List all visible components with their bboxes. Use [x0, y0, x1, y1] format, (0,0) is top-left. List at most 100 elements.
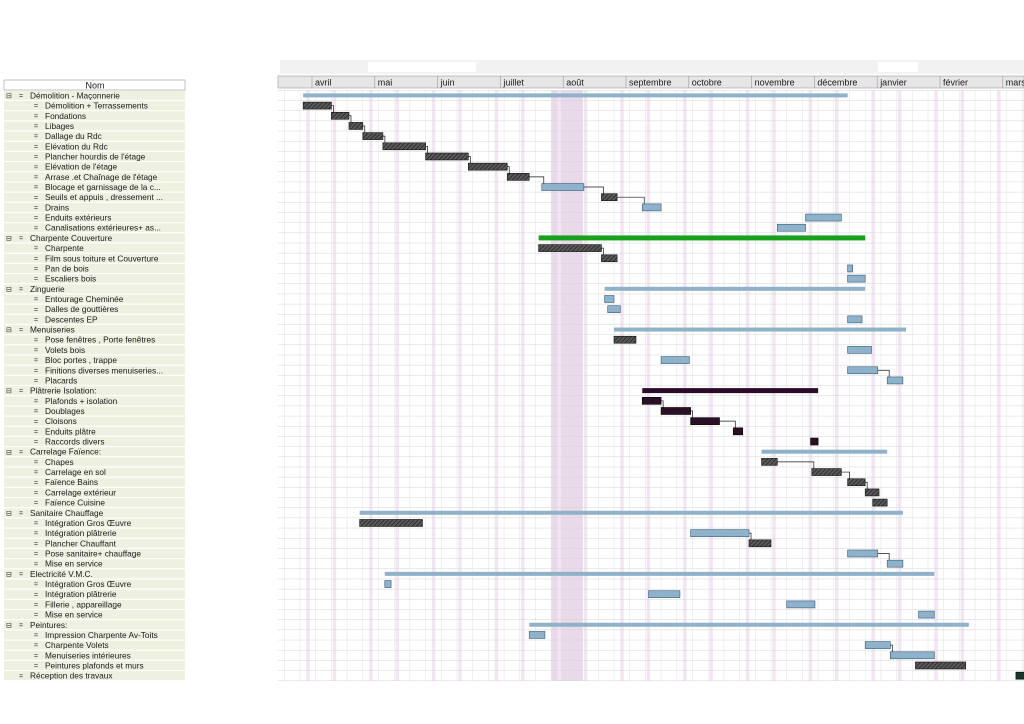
- task-bar[interactable]: [805, 213, 842, 222]
- task-row[interactable]: = Fondations: [4, 111, 185, 121]
- task-row[interactable]: = Plafonds + isolation: [4, 396, 185, 406]
- task-row[interactable]: = Intégration plâtrerie: [4, 528, 185, 538]
- task-row[interactable]: = Volets bois: [4, 345, 185, 355]
- task-row[interactable]: = Intégration Gros Œuvre: [4, 579, 185, 589]
- task-bar[interactable]: [847, 274, 866, 283]
- task-name-column-header[interactable]: [3, 79, 186, 91]
- task-bar[interactable]: [786, 600, 816, 609]
- task-bar[interactable]: [641, 396, 662, 405]
- task-row[interactable]: = Doublages: [4, 406, 185, 416]
- task-row[interactable]: = Mise en service: [4, 610, 185, 620]
- task-bar[interactable]: [847, 264, 853, 273]
- task-row[interactable]: = Charpente: [4, 243, 185, 253]
- task-row[interactable]: = Charpente Volets: [4, 640, 185, 650]
- task-bar[interactable]: [359, 519, 423, 527]
- summary-bar[interactable]: [614, 327, 907, 332]
- task-bar[interactable]: [302, 101, 332, 110]
- summary-bar[interactable]: [538, 235, 866, 241]
- task-bar[interactable]: [1015, 671, 1024, 680]
- task-row[interactable]: = Bloc portes , trappe: [4, 355, 185, 365]
- task-bar[interactable]: [604, 295, 615, 303]
- task-row[interactable]: = Placards: [4, 375, 185, 385]
- task-row[interactable]: = Descentes EP: [4, 314, 185, 324]
- task-row[interactable]: = Faïence Cuisine: [4, 498, 185, 508]
- collapse-toggle-icon[interactable]: ⊟: [6, 93, 12, 100]
- task-row[interactable]: = Enduits plâtre: [4, 426, 185, 436]
- task-row[interactable]: = Réception des travaux: [4, 671, 185, 681]
- task-bar[interactable]: [690, 417, 720, 425]
- task-row[interactable]: = Raccords divers: [4, 437, 185, 447]
- summary-bar[interactable]: [604, 286, 866, 291]
- task-bar[interactable]: [915, 661, 966, 670]
- task-bar[interactable]: [331, 111, 350, 120]
- summary-task-row[interactable]: ⊟ = Démolition - Maçonnerie: [4, 90, 185, 100]
- task-row[interactable]: = Canalisations extérieures+ as...: [4, 223, 185, 233]
- task-bar[interactable]: [761, 458, 778, 466]
- task-bar[interactable]: [613, 335, 637, 344]
- task-row[interactable]: = Pose sanitaire+ chauffage: [4, 549, 185, 559]
- task-row[interactable]: = Intégration Gros Œuvre: [4, 518, 185, 528]
- collapse-toggle-icon[interactable]: ⊟: [6, 286, 12, 293]
- collapse-toggle-icon[interactable]: ⊟: [6, 622, 12, 629]
- task-row[interactable]: = Arrase .et Chaînage de l'étage: [4, 172, 185, 182]
- task-bar[interactable]: [528, 631, 546, 639]
- summary-task-row[interactable]: ⊟ = Carrelage Faïence:: [4, 447, 185, 457]
- task-bar[interactable]: [601, 254, 618, 263]
- task-row[interactable]: = Carrelage en sol: [4, 467, 185, 477]
- task-row[interactable]: = Dallage du Rdc: [4, 131, 185, 141]
- task-row[interactable]: = Dalles de gouttières: [4, 304, 185, 314]
- collapse-toggle-icon[interactable]: ⊟: [6, 236, 12, 243]
- task-bar[interactable]: [886, 559, 904, 568]
- task-bar[interactable]: [384, 580, 392, 588]
- task-bar[interactable]: [348, 122, 364, 130]
- task-bar[interactable]: [660, 407, 691, 415]
- task-row[interactable]: = Carrelage extérieur: [4, 487, 185, 497]
- summary-task-row[interactable]: ⊟ = Sanitaire Chauffage: [4, 508, 185, 518]
- summary-task-row[interactable]: ⊟ = Charpente Couverture: [4, 233, 185, 243]
- task-row[interactable]: = Plancher Chauffant: [4, 538, 185, 548]
- task-bar[interactable]: [886, 376, 904, 385]
- task-row[interactable]: = Enduits extérieurs: [4, 213, 185, 223]
- task-bar[interactable]: [890, 651, 935, 660]
- task-row[interactable]: = Impression Charpente Av-Toits: [4, 630, 185, 640]
- task-bar[interactable]: [468, 162, 508, 171]
- task-row[interactable]: = Peintures plafonds et murs: [4, 660, 185, 670]
- task-bar[interactable]: [847, 315, 863, 324]
- task-bar[interactable]: [607, 305, 621, 313]
- collapse-toggle-icon[interactable]: ⊟: [6, 510, 12, 517]
- task-bar[interactable]: [872, 498, 888, 507]
- task-bar[interactable]: [362, 132, 384, 140]
- timescale-scrollbar[interactable]: [368, 62, 476, 72]
- summary-task-row[interactable]: ⊟ = Plâtrerie Isolation:: [4, 386, 185, 396]
- task-bar[interactable]: [847, 549, 879, 558]
- task-bar[interactable]: [864, 488, 880, 497]
- task-row[interactable]: = Plancher hourdis de l'étage: [4, 151, 185, 161]
- task-bar[interactable]: [847, 478, 866, 487]
- timescale-scrollbar-right[interactable]: [878, 62, 918, 72]
- task-bar[interactable]: [810, 437, 819, 446]
- task-bar[interactable]: [541, 183, 585, 191]
- task-row[interactable]: = Pose fenêtres , Porte fenêtres: [4, 335, 185, 345]
- task-row[interactable]: = Mise en service: [4, 559, 185, 569]
- task-bar[interactable]: [382, 142, 426, 151]
- task-row[interactable]: = Elévation de l'étage: [4, 162, 185, 172]
- summary-bar[interactable]: [384, 571, 935, 576]
- task-row[interactable]: = Elévation du Rdc: [4, 141, 185, 151]
- task-row[interactable]: = Seuils et appuis , dressement ...: [4, 192, 185, 202]
- summary-task-row[interactable]: ⊟ = Electricité V.M.C.: [4, 569, 185, 579]
- summary-bar[interactable]: [303, 93, 848, 98]
- task-row[interactable]: = Intégration plâtrerie: [4, 589, 185, 599]
- task-bar[interactable]: [733, 427, 744, 436]
- task-bar[interactable]: [748, 539, 772, 548]
- collapse-toggle-icon[interactable]: ⊟: [6, 327, 12, 334]
- task-bar[interactable]: [425, 152, 469, 161]
- task-row[interactable]: = Escaliers bois: [4, 274, 185, 284]
- task-row[interactable]: = Cloisons: [4, 416, 185, 426]
- task-row[interactable]: = Blocage et garnissage de la c...: [4, 182, 185, 192]
- task-bar[interactable]: [506, 173, 530, 181]
- task-row[interactable]: = Libages: [4, 121, 185, 131]
- task-row[interactable]: = Film sous toiture et Couverture: [4, 253, 185, 263]
- collapse-toggle-icon[interactable]: ⊟: [6, 388, 12, 395]
- summary-bar[interactable]: [761, 449, 888, 454]
- task-bar[interactable]: [641, 203, 662, 212]
